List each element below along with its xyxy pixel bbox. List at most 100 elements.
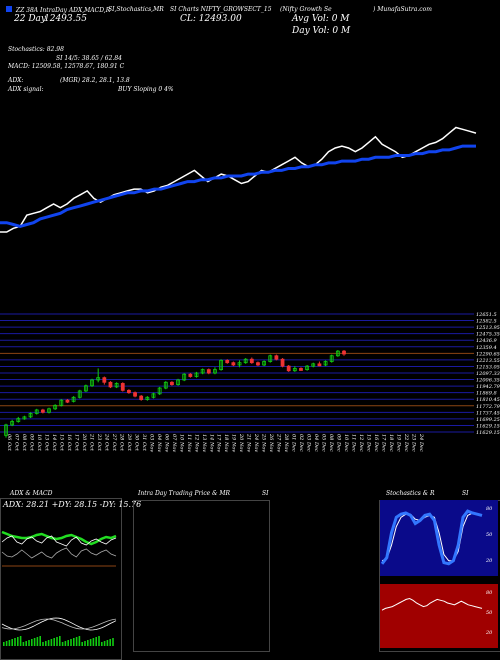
candle-body (317, 363, 322, 367)
candle-body (145, 396, 150, 400)
x-tick-label: 17 Dec (381, 434, 387, 452)
candle-body (268, 355, 273, 362)
macd-histogram-bar (92, 638, 95, 646)
candle-body (120, 383, 125, 391)
macd-histogram-bar (53, 638, 55, 646)
x-tick-label: 13 Oct (44, 434, 50, 452)
x-tick-label: 07 Nov (171, 434, 177, 452)
x-tick-label: 25 Nov (261, 433, 267, 452)
candle-body (182, 373, 187, 381)
macd-histogram-bar (101, 642, 103, 646)
macd-histogram-bar (11, 639, 13, 646)
candle-body (292, 368, 297, 372)
x-tick-label: 30 Oct (133, 434, 139, 452)
y-tick-label: 11629.15 (476, 430, 500, 436)
adx-line (1, 530, 117, 546)
candle-body (16, 418, 21, 422)
candle-body (4, 424, 8, 436)
x-tick-label: 10 Oct (36, 434, 42, 452)
x-tick-label: 23 Dec (411, 433, 417, 452)
macd-histogram-bar (22, 642, 25, 646)
x-tick-label: 29 Oct (126, 433, 132, 452)
y-tick-label: 11737.45 (476, 410, 500, 416)
candle-body (163, 381, 168, 389)
x-tick-label: 24 Oct (103, 433, 109, 452)
adx-signal-stat: ADX signal: BUY Sloping 0 4% (8, 86, 174, 93)
candle-body (10, 421, 15, 426)
x-tick-label: 08 Oct (21, 434, 27, 452)
x-tick-label: 06 Nov (163, 434, 169, 452)
y-tick-label: 12513.95 (476, 325, 500, 331)
x-tick-label: 12 Nov (193, 434, 199, 452)
candle-body (335, 350, 340, 357)
macd-histogram-bar (73, 638, 75, 646)
candle-body (219, 359, 223, 370)
candle-body (114, 383, 119, 388)
x-tick-label: 22 Dec (403, 433, 409, 452)
macd-histogram-bar (70, 639, 72, 646)
x-tick-label: 15 Dec (366, 434, 372, 452)
candle-body (77, 390, 82, 398)
rsi-bg (380, 584, 498, 648)
y-tick-label: 11869.8 (476, 391, 497, 397)
adx-macd-chart (1, 530, 117, 646)
macd-histogram-bar (8, 640, 11, 646)
candle-body (170, 381, 174, 385)
candle-body (329, 355, 334, 362)
candle-body (342, 350, 346, 355)
header-title-mid2: SI Charts NIFTY_GROWSECT_15 (170, 6, 272, 13)
x-tick-label: 10 Nov (178, 434, 184, 452)
rsi-line (381, 597, 483, 611)
x-tick-label: 07 Oct (14, 434, 20, 452)
macd-histogram-bar (64, 641, 67, 646)
y-tick-label: 12153.05 (476, 364, 500, 370)
macd-histogram-bar (33, 638, 36, 646)
x-tick-label: 14 Oct (51, 434, 57, 452)
candle-body (53, 404, 58, 410)
x-tick-label: 24 Nov (253, 433, 259, 452)
intraday-panel (133, 500, 270, 652)
macd-histogram-bar (5, 641, 8, 646)
x-tick-label: 18 Nov (223, 434, 229, 452)
intraday-panel-title: Intra Day Trading Price & MR (138, 490, 231, 497)
x-tick-label: 09 Oct (29, 434, 35, 452)
macd-histogram-bar (98, 636, 100, 646)
macd-histogram-bar (109, 639, 111, 646)
x-tick-label: 15 Oct (58, 434, 64, 452)
macd-histogram-bar (84, 641, 86, 646)
macd-histogram-bar (50, 639, 53, 646)
candle-body (256, 362, 260, 366)
x-tick-label: 12 Dec (358, 434, 364, 452)
candle-body (108, 381, 113, 388)
adx-readout: ADX: 28.21 +DY: 28.15 -DY: 15.76 (3, 500, 142, 509)
macd-histogram-bar (106, 640, 109, 646)
candle-body (280, 358, 285, 367)
macd-histogram-bar (87, 640, 89, 646)
macd-histogram-bar (31, 639, 33, 646)
y-tick-label: 11942.79 (476, 384, 500, 390)
macd-histogram-bar (78, 636, 81, 646)
x-tick-label: 20 Oct (81, 433, 87, 452)
header-title-mid: SI,Stochastics,MR (108, 6, 164, 13)
x-tick-label: 23 Oct (96, 433, 102, 452)
candle-body (40, 409, 45, 413)
price-line (0, 126, 477, 233)
candle-body (59, 399, 64, 406)
macd-histogram-bar (14, 638, 16, 646)
y-tick-label: 11699.25 (476, 417, 500, 423)
x-tick-label: 11 Dec (351, 434, 357, 452)
candle-body (139, 395, 144, 400)
header-title-left: ZZ 38A IntraDay ADX,MACD,R (15, 7, 111, 14)
macd-histogram-bar (61, 642, 64, 646)
y-tick-label: 12006.35 (476, 378, 500, 384)
minus-di-line (1, 547, 117, 559)
candle-body (213, 369, 217, 374)
x-tick-label: 31 Oct (141, 434, 147, 452)
x-tick-label: 21 Oct (88, 433, 94, 452)
candle-body (243, 358, 248, 364)
intraday-panel-title-2: SI (262, 490, 269, 497)
header-line-1: ZZ 38A IntraDay ADX,MACD,R (6, 6, 110, 14)
candle-body (151, 393, 156, 398)
x-tick-label: 05 Dec (321, 434, 327, 452)
y-tick-label: 12359.4 (476, 345, 497, 351)
